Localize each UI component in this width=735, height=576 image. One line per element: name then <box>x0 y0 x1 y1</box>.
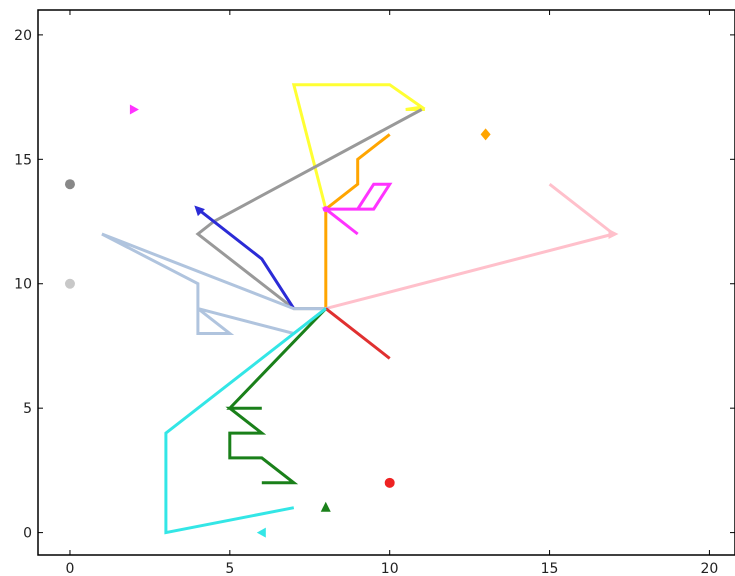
y-tick-label: 10 <box>14 277 32 293</box>
plot-frame <box>37 9 735 556</box>
series-line-8 <box>225 307 327 485</box>
series-line-9 <box>164 307 327 535</box>
series-line-0 <box>291 83 426 210</box>
x-axis: 0 5 10 15 20 <box>66 10 719 576</box>
series-line-7 <box>324 307 391 360</box>
y-tick-label: 15 <box>14 152 32 168</box>
x-tick-label: 5 <box>225 561 234 576</box>
x-tick-label: 10 <box>381 561 399 576</box>
marker-circle-10 <box>384 477 395 488</box>
marker-triangle-left-12 <box>256 527 266 538</box>
y-tick-label: 20 <box>14 28 32 44</box>
marker-diamond-14 <box>480 128 491 141</box>
x-tick-label: 15 <box>541 561 559 576</box>
y-tick-label: 5 <box>23 401 32 417</box>
x-tick-label: 20 <box>701 561 719 576</box>
series-line-2 <box>324 133 391 309</box>
y-axis: 0 5 10 15 20 <box>14 28 735 542</box>
marker-arrow-head-18 <box>608 228 619 239</box>
x-tick-label: 0 <box>66 561 75 576</box>
marker-circle-16 <box>64 278 75 289</box>
marker-triangle-right-13 <box>129 104 139 115</box>
y-tick-label: 0 <box>23 526 32 542</box>
marker-arrow-head-17 <box>194 205 205 217</box>
marker-dot-19 <box>322 206 329 213</box>
marker-circle-15 <box>64 179 75 190</box>
series-line-4 <box>196 207 296 310</box>
marker-triangle-up-11 <box>320 501 331 512</box>
series-line-6 <box>101 232 331 336</box>
marker-layer <box>64 104 619 538</box>
